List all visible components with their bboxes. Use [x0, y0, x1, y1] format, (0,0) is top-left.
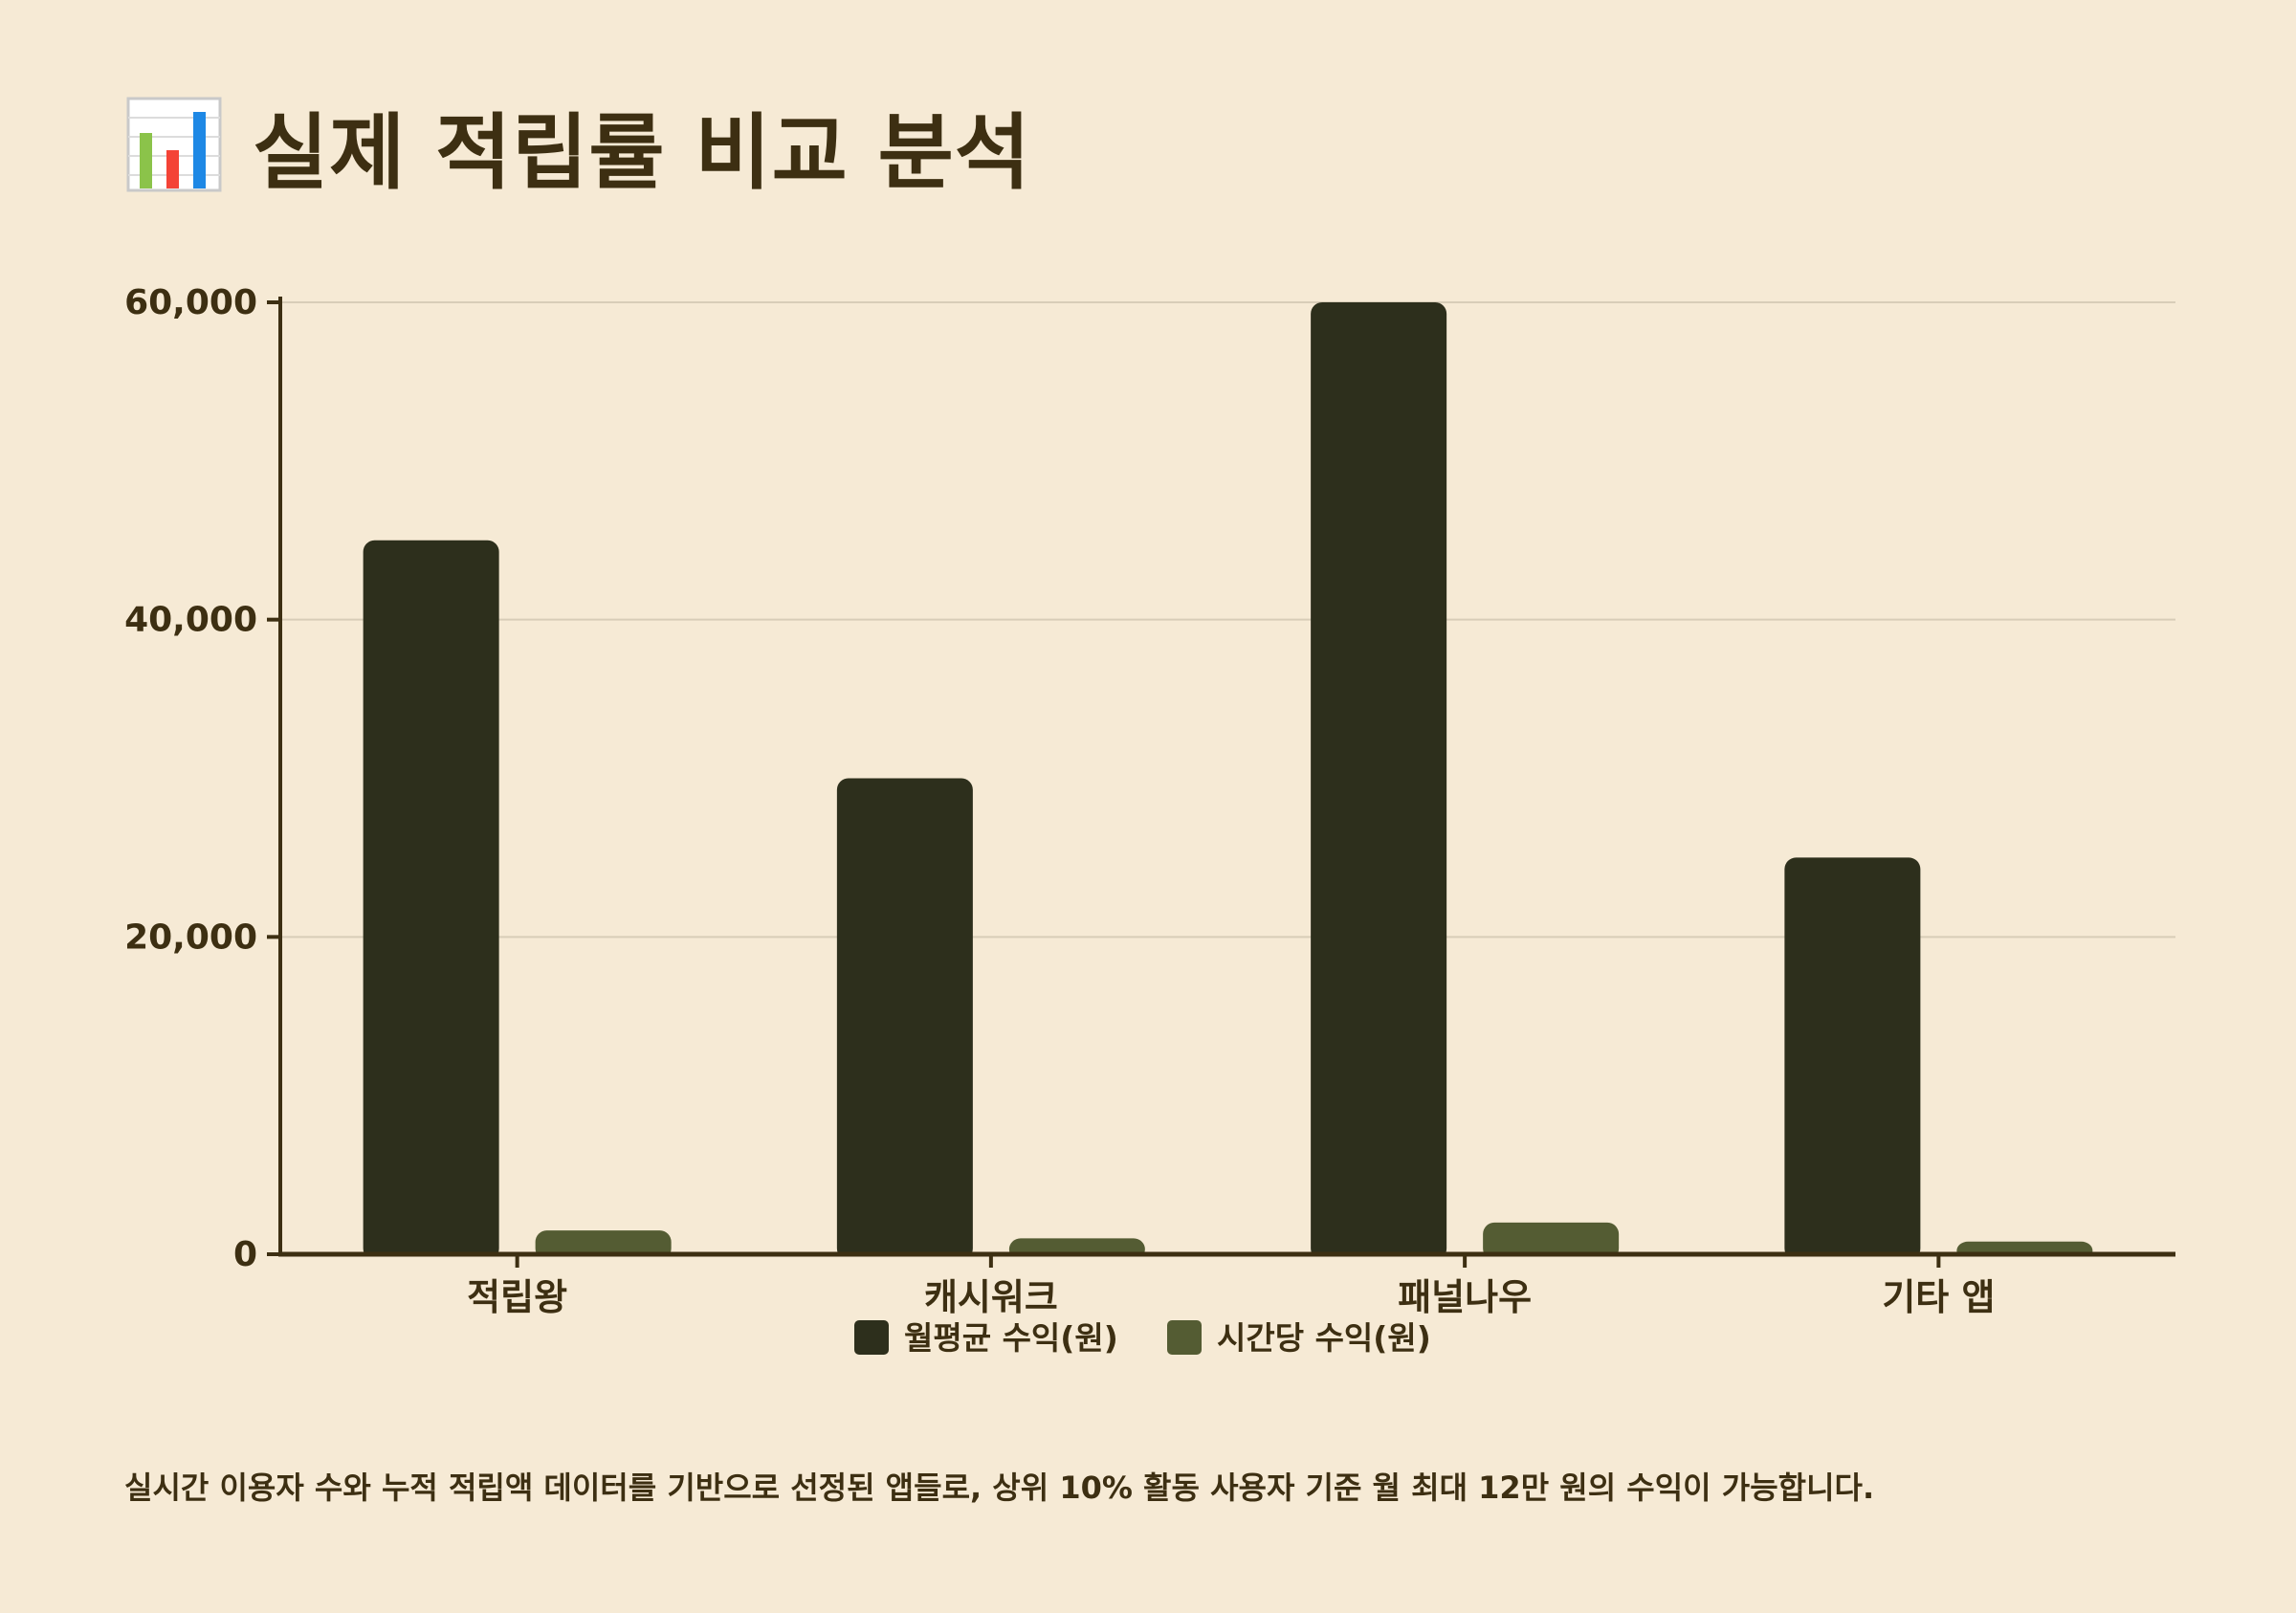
- x-tick-label: 패널나우: [1398, 1276, 1532, 1318]
- legend-label: 시간당 수익(원): [1217, 1319, 1431, 1357]
- bar-monthly: [1784, 857, 1921, 1260]
- title-row: 실제 적립률 비교 분석: [124, 92, 1031, 201]
- bar-monthly: [1311, 302, 1447, 1260]
- x-tick-label: 캐시워크: [924, 1276, 1058, 1318]
- x-tick-label: 기타 앱: [1882, 1276, 1995, 1318]
- chart-footnote: 실시간 이용자 수와 누적 적립액 데이터를 기반으로 선정된 앱들로, 상위 …: [124, 1469, 1875, 1506]
- bar-monthly: [836, 778, 973, 1260]
- y-tick-label: 20,000: [124, 917, 257, 957]
- x-tick-label: 적립왕: [467, 1276, 567, 1318]
- y-tick-label: 60,000: [124, 283, 257, 322]
- y-tick-label: 0: [233, 1235, 257, 1274]
- y-tick-label: 40,000: [124, 601, 257, 640]
- axis-mask: [280, 1254, 2175, 1262]
- legend-swatch: [854, 1320, 889, 1355]
- bar-chart-icon: [126, 97, 222, 192]
- bar-monthly: [363, 540, 499, 1260]
- legend-label: 월평균 수익(원): [904, 1319, 1118, 1357]
- legend-swatch: [1167, 1320, 1202, 1355]
- bar-hourly: [1483, 1222, 1620, 1260]
- page-title: 실제 적립률 비교 분석: [253, 104, 1031, 201]
